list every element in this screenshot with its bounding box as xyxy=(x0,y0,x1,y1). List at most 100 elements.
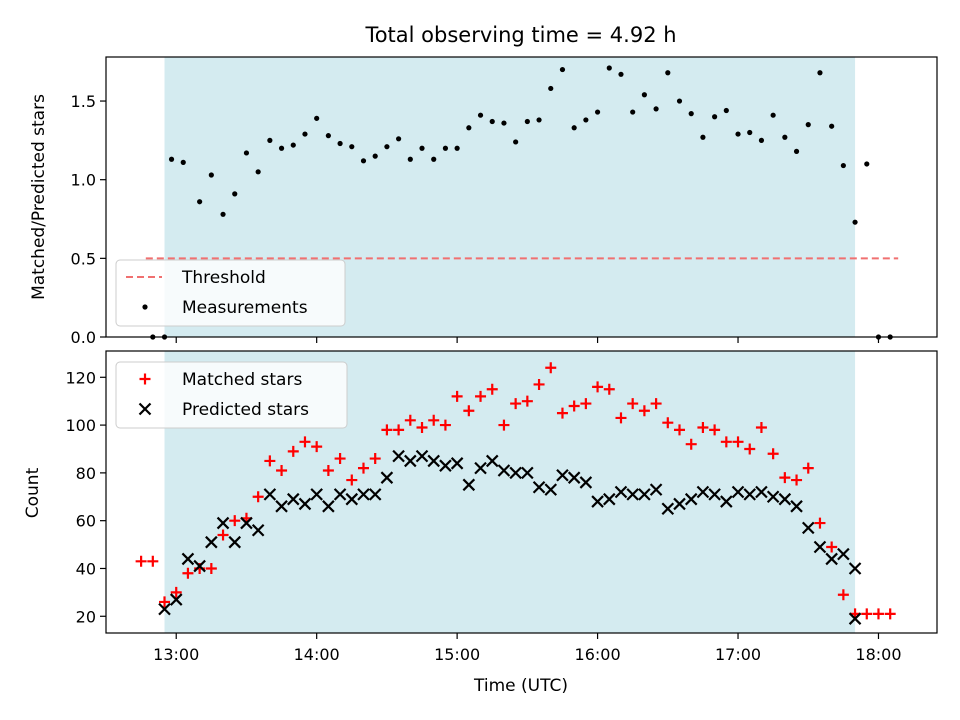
count-x-tick-label: 16:00 xyxy=(575,645,621,664)
count-y-tick-label: 60 xyxy=(76,512,96,531)
data-point xyxy=(135,555,147,567)
ratio-plot-frame xyxy=(105,56,938,338)
data-point xyxy=(357,462,369,474)
data-point xyxy=(217,529,229,541)
count-x-ticks: 13:00 14:00 15:00 16:00 17:00 18:00 xyxy=(153,633,902,664)
count-legend-box xyxy=(115,361,348,429)
data-point xyxy=(169,593,183,606)
data-point xyxy=(688,111,694,117)
data-point xyxy=(475,390,487,402)
data-point xyxy=(848,562,862,575)
data-point xyxy=(731,485,745,499)
data-point xyxy=(743,488,757,501)
data-point xyxy=(501,120,507,126)
data-point xyxy=(489,118,495,125)
data-point xyxy=(181,552,195,566)
data-point xyxy=(791,474,803,486)
data-point xyxy=(521,466,534,480)
matched-legend-label: Matched stars xyxy=(182,370,302,390)
data-point xyxy=(404,454,417,468)
data-point xyxy=(463,405,475,417)
data-point xyxy=(790,500,803,513)
data-point xyxy=(779,472,791,484)
data-point xyxy=(208,172,214,178)
count-y-tick-label: 120 xyxy=(65,368,96,387)
data-point xyxy=(419,145,425,151)
data-point xyxy=(650,398,662,410)
data-point xyxy=(747,129,753,136)
ratio-y-tick-label: 0.5 xyxy=(71,249,96,268)
ratio-panel: Total observing time = 4.92 h 0.0 0.5 1.0 1… xyxy=(29,23,938,347)
data-point xyxy=(168,156,175,162)
data-point xyxy=(240,516,253,530)
matched-stars-points xyxy=(135,362,896,620)
data-point xyxy=(767,448,779,460)
data-point xyxy=(766,490,780,504)
data-point xyxy=(840,162,846,169)
data-point xyxy=(205,535,218,549)
chart-title: Total observing time = 4.92 h xyxy=(364,23,676,47)
data-point xyxy=(264,455,276,467)
data-point xyxy=(310,488,323,501)
data-point xyxy=(369,453,381,465)
data-point xyxy=(439,459,452,472)
data-point xyxy=(372,153,378,159)
data-point xyxy=(182,567,194,579)
count-y-axis-label: Count xyxy=(23,467,43,518)
data-point xyxy=(311,441,323,453)
data-point xyxy=(793,148,800,154)
data-point xyxy=(454,145,460,151)
count-legend: Matched stars Predicted stars xyxy=(115,361,348,429)
data-point xyxy=(466,125,472,131)
data-point xyxy=(662,417,674,429)
data-point xyxy=(197,199,203,205)
data-point xyxy=(510,398,522,410)
data-point xyxy=(579,476,593,489)
data-point xyxy=(276,464,288,476)
data-point xyxy=(618,71,624,77)
data-point xyxy=(392,449,405,463)
data-point xyxy=(630,109,636,115)
data-point xyxy=(428,414,440,426)
data-point xyxy=(744,443,756,455)
data-point xyxy=(205,562,217,574)
data-point xyxy=(825,552,838,566)
data-point xyxy=(649,483,663,496)
ratio-y-tick-label: 0.0 xyxy=(71,328,96,347)
data-point xyxy=(393,424,405,436)
data-point xyxy=(603,492,616,506)
data-point xyxy=(848,612,862,625)
data-point xyxy=(322,500,335,513)
data-point xyxy=(360,158,367,164)
data-point xyxy=(485,454,499,468)
data-point xyxy=(614,485,628,499)
data-point xyxy=(252,491,264,503)
count-x-tick-label: 13:00 xyxy=(153,645,199,664)
count-y-tick-label: 80 xyxy=(76,464,96,483)
data-point xyxy=(450,457,464,470)
data-point xyxy=(712,114,718,120)
data-point xyxy=(544,483,558,496)
data-point xyxy=(676,98,683,104)
data-point xyxy=(536,117,542,123)
data-point xyxy=(720,436,732,448)
data-point xyxy=(665,70,671,76)
data-point xyxy=(286,492,300,506)
data-point xyxy=(474,461,487,475)
data-point xyxy=(782,134,788,140)
data-point xyxy=(802,462,814,474)
data-point xyxy=(381,424,393,436)
data-point xyxy=(486,383,498,395)
data-point xyxy=(685,438,697,450)
ratio-x-ticks xyxy=(175,337,880,343)
data-point xyxy=(290,142,296,148)
measurement-points xyxy=(150,65,893,340)
data-point xyxy=(368,488,382,501)
data-point xyxy=(755,421,767,433)
ratio-y-tick-label: 1.0 xyxy=(71,171,96,190)
data-point xyxy=(626,488,639,501)
data-point xyxy=(232,191,238,197)
data-point xyxy=(696,485,710,499)
data-point xyxy=(708,488,721,501)
